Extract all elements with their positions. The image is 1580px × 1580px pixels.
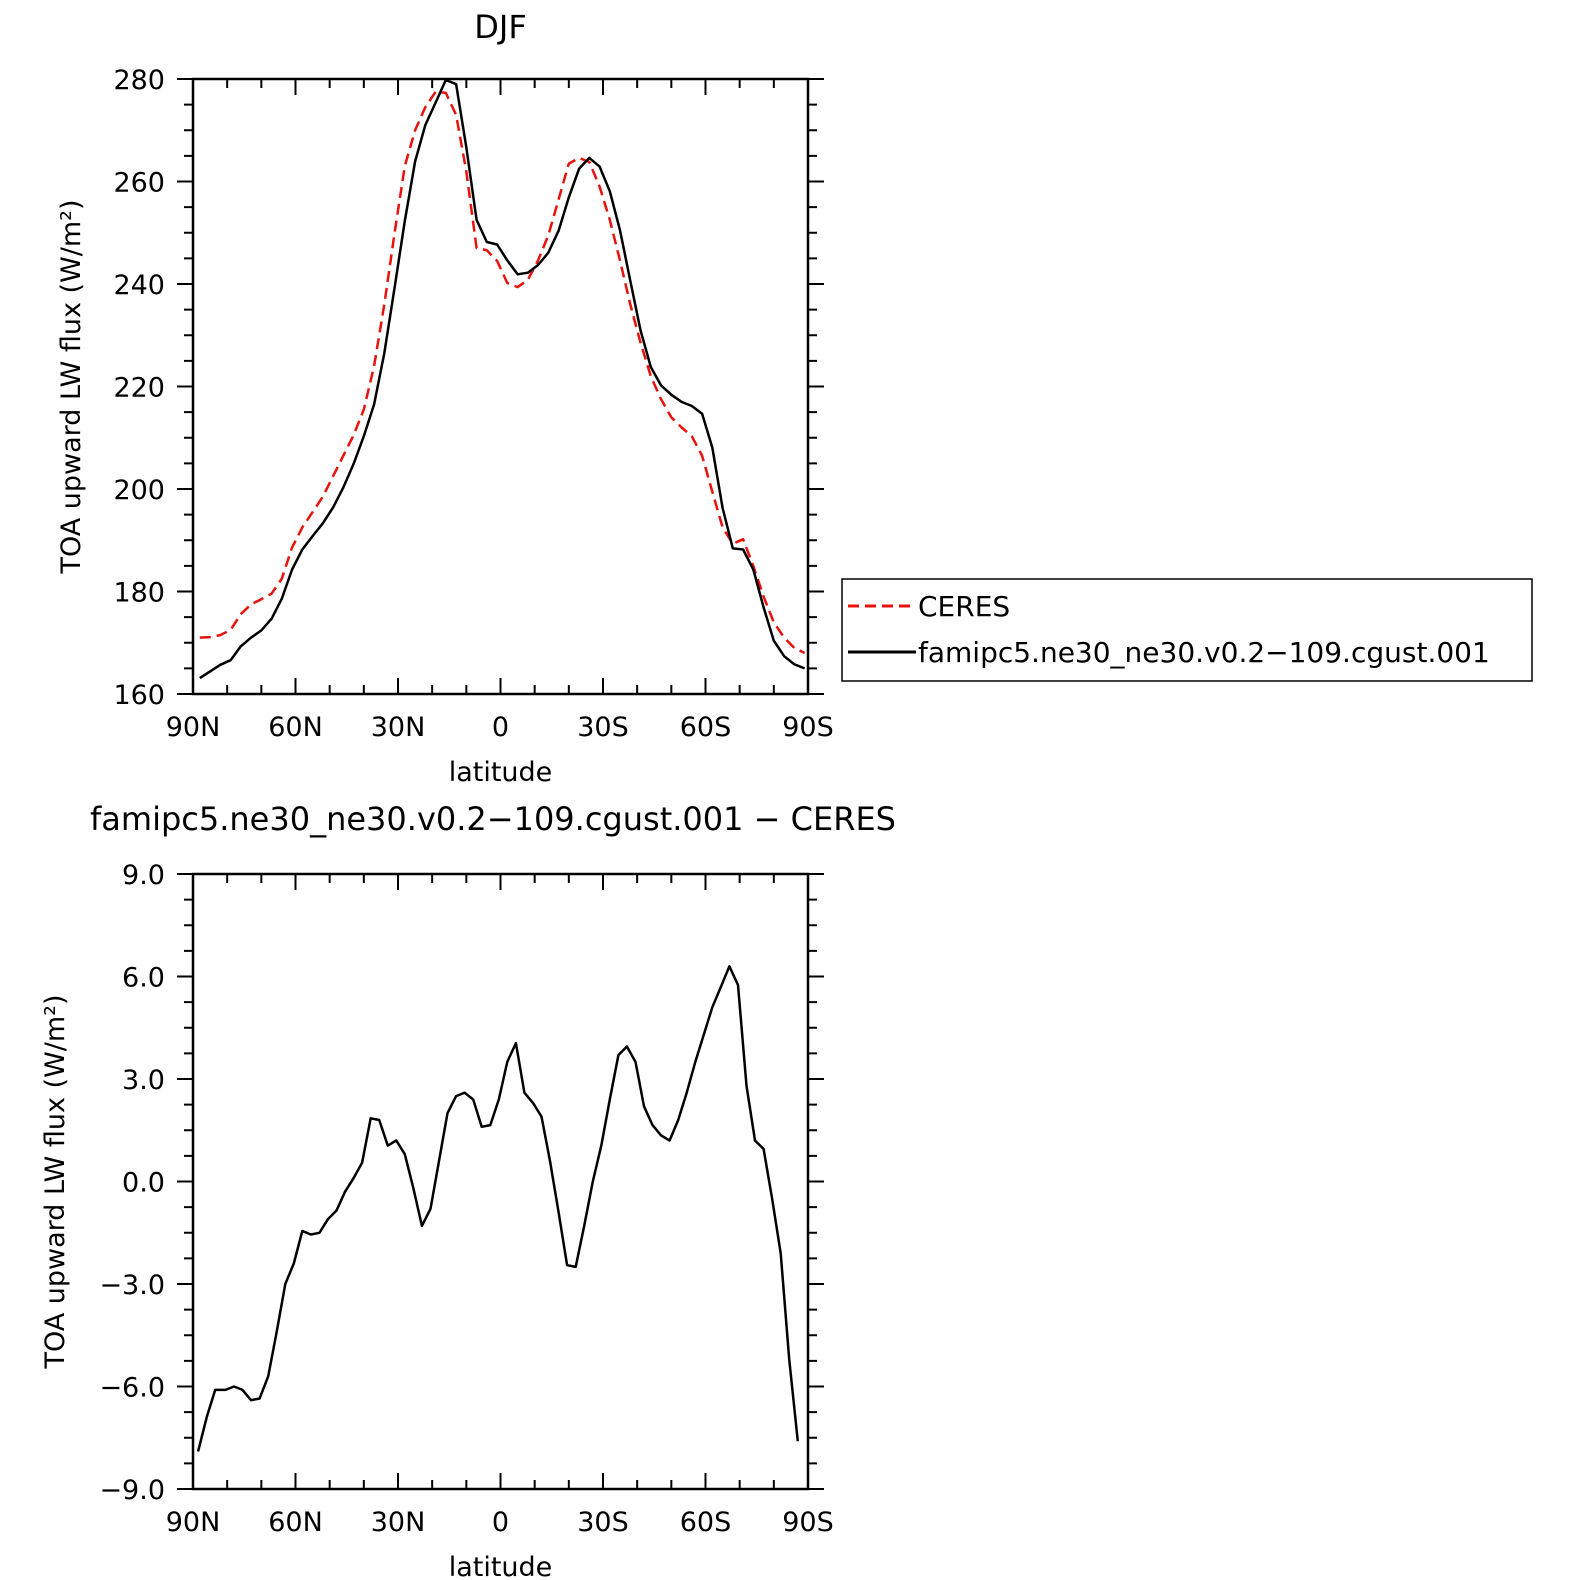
y-tick-label: −3.0 <box>99 1270 165 1301</box>
y-tick-label: 280 <box>113 65 165 96</box>
x-tick-label: 90N <box>166 712 221 743</box>
y-tick-label: 0.0 <box>122 1168 165 1199</box>
series-line-ceres <box>199 90 806 655</box>
x-axis-title: latitude <box>449 1552 553 1580</box>
y-tick-label: 160 <box>113 680 165 711</box>
x-tick-label: 60N <box>268 712 323 743</box>
x-tick-label: 30N <box>371 712 426 743</box>
y-tick-label: 220 <box>113 373 165 404</box>
y-axis-title: TOA upward LW flux (W/m²) <box>40 994 71 1369</box>
panel-title: DJF <box>474 8 526 46</box>
x-tick-label: 30N <box>371 1507 426 1538</box>
y-tick-label: 3.0 <box>122 1065 165 1096</box>
legend-label-ceres: CERES <box>918 590 1010 623</box>
x-tick-label: 90S <box>782 712 834 743</box>
y-tick-label: −6.0 <box>99 1373 165 1404</box>
legend-box <box>841 578 1533 682</box>
x-tick-label: 90S <box>782 1507 834 1538</box>
y-tick-label: −9.0 <box>99 1475 165 1506</box>
y-tick-label: 6.0 <box>122 963 165 994</box>
series-line-famipc5 <box>199 78 806 680</box>
series-line-difference <box>196 965 800 1452</box>
y-tick-label: 200 <box>113 475 165 506</box>
y-tick-label: 180 <box>113 578 165 609</box>
x-tick-label: 90N <box>166 1507 221 1538</box>
x-tick-label: 60S <box>680 712 732 743</box>
y-tick-label: 260 <box>113 168 165 199</box>
x-tick-label: 60N <box>268 1507 323 1538</box>
plot-area: 90N 60N 30N 0 30S 60S 90S 160 180 200 220 240 260 280 <box>113 65 833 743</box>
plot-frame <box>191 77 810 696</box>
x-tick-label: 30S <box>577 1507 629 1538</box>
difference-panel: famipc5.ne30_ne30.v0.2−109.cgust.001 − C… <box>40 800 896 1580</box>
x-tick-label: 0 <box>492 1507 509 1538</box>
x-tick-label: 60S <box>680 1507 732 1538</box>
plot-area: 90N 60N 30N 0 30S 60S 90S −9.0 −6.0 −3.0 0.0 3.0 6.0… <box>99 860 833 1538</box>
legend: CERES famipc5.ne30_ne30.v0.2−109.cgust.0… <box>841 578 1533 682</box>
x-tick-label: 0 <box>492 712 509 743</box>
plot-frame <box>191 872 810 1491</box>
y-axis-title: TOA upward LW flux (W/m²) <box>56 199 87 574</box>
djf-flux-panel: DJF 90N 60N 30N 0 30S 60S 90S 160 180 200 220 240 26… <box>56 8 834 788</box>
x-tick-label: 30S <box>577 712 629 743</box>
legend-label-model: famipc5.ne30_ne30.v0.2−109.cgust.001 <box>918 636 1490 669</box>
y-tick-label: 9.0 <box>122 860 165 891</box>
y-tick-label: 240 <box>113 270 165 301</box>
panel-title: famipc5.ne30_ne30.v0.2−109.cgust.001 − C… <box>90 800 896 838</box>
x-axis-title: latitude <box>449 757 553 788</box>
